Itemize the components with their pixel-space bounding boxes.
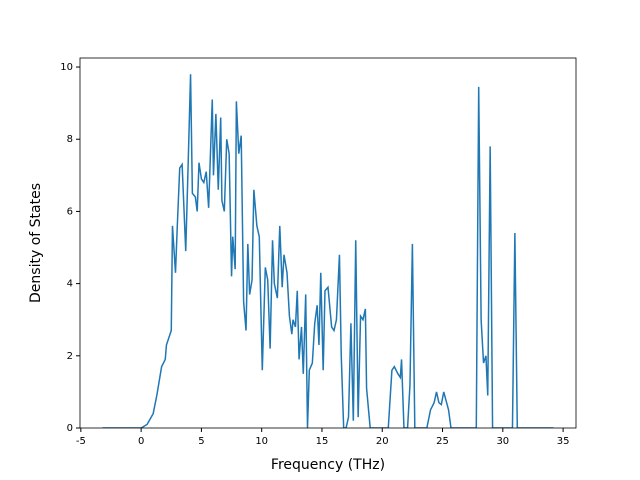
plot-frame (79, 57, 577, 429)
x-tick-label: 35 (557, 436, 570, 447)
x-tick-label: 25 (436, 436, 449, 447)
x-tick-label: 15 (316, 436, 329, 447)
data-line (102, 74, 554, 428)
x-tick-label: 10 (255, 436, 268, 447)
y-tick-label: 8 (67, 134, 73, 145)
y-tick-label: 4 (67, 279, 73, 290)
y-tick-label: 0 (67, 423, 73, 434)
x-tick-label: 0 (138, 436, 144, 447)
x-tick-label: 30 (496, 436, 509, 447)
y-tick-label: 10 (60, 62, 73, 73)
x-tick-label: -5 (76, 436, 86, 447)
y-axis-label: Density of States (28, 183, 44, 303)
x-tick-label: 5 (198, 436, 204, 447)
x-tick-label: 20 (376, 436, 389, 447)
x-axis-label: Frequency (THz) (271, 457, 385, 473)
y-tick-label: 2 (67, 351, 73, 362)
y-tick-label: 6 (67, 206, 73, 217)
